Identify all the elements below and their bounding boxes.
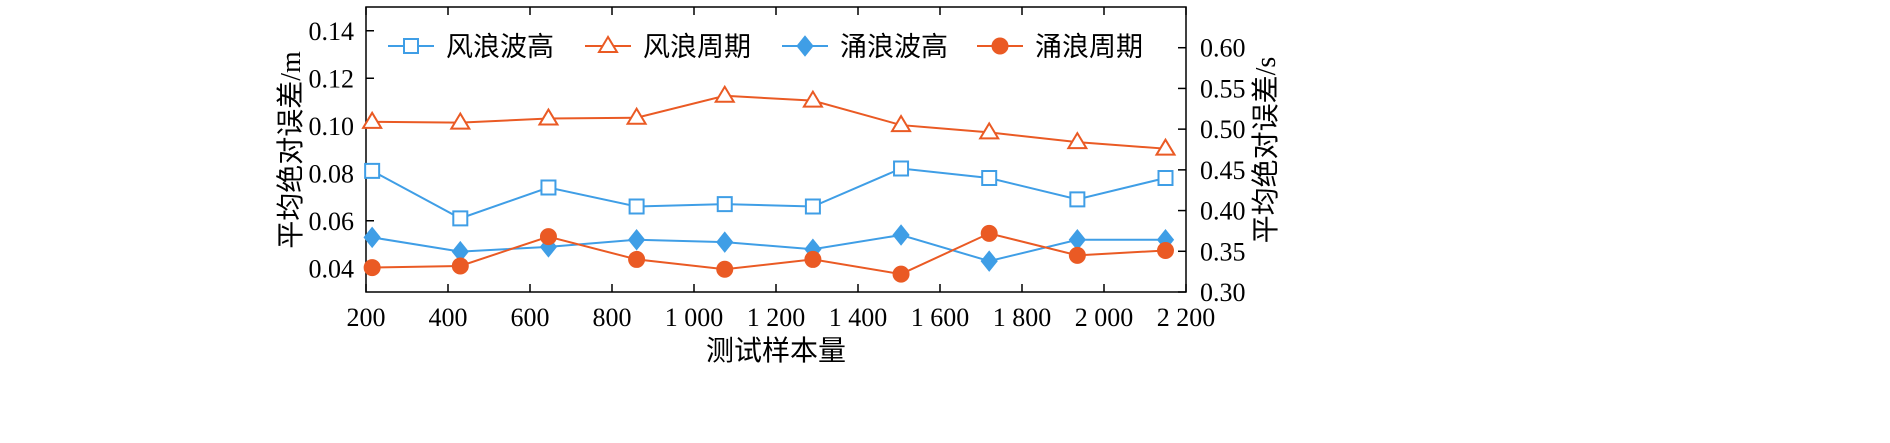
series-line [371, 167, 1166, 220]
legend-label: 风浪周期 [643, 32, 751, 62]
data-point [363, 226, 381, 249]
series-layer [361, 84, 1177, 283]
y-right-tick-label: 0.30 [1200, 278, 1246, 307]
legend-label: 风浪波高 [446, 32, 554, 62]
data-point [1068, 246, 1086, 264]
data-point [981, 170, 998, 186]
series-1 [364, 160, 1174, 227]
data-point [363, 259, 381, 277]
data-point [890, 114, 912, 133]
data-point [451, 257, 469, 275]
x-tick-label: 1 000 [665, 303, 724, 332]
data-point [716, 231, 734, 253]
data-point [892, 265, 910, 283]
legend-marker [403, 38, 419, 54]
x-tick-label: 1 400 [829, 303, 888, 332]
data-point [628, 198, 645, 215]
data-point [539, 228, 557, 246]
y-left-tick-label: 0.06 [309, 207, 355, 236]
x-tick-label: 1 800 [993, 303, 1052, 332]
data-point [627, 228, 646, 251]
data-point [893, 160, 910, 177]
data-point [1157, 170, 1174, 186]
data-point [713, 84, 736, 103]
x-tick-label: 1 600 [911, 303, 970, 332]
legend-item-4: 涌浪周期 [977, 32, 1143, 62]
legend-label: 涌浪周期 [1035, 32, 1143, 62]
x-tick-label: 200 [347, 303, 386, 332]
data-point [716, 260, 734, 278]
x-tick-label: 2 200 [1157, 303, 1216, 332]
x-axis-title: 测试样本量 [706, 335, 846, 367]
y-right-tick-label: 0.50 [1200, 115, 1246, 144]
x-tick-label: 600 [511, 303, 550, 332]
legend-marker [597, 35, 619, 53]
y-right-tick-label: 0.60 [1200, 34, 1246, 63]
y-right-tick-label: 0.45 [1200, 156, 1246, 185]
x-tick-label: 1 200 [747, 303, 806, 332]
legend-item-1: 风浪波高 [388, 32, 554, 62]
y-right-tick-label: 0.55 [1200, 74, 1246, 103]
data-point [1068, 228, 1086, 251]
legend-marker [796, 35, 814, 57]
series-line [372, 232, 1166, 276]
legend-item-3: 涌浪波高 [782, 32, 948, 62]
data-point [628, 250, 646, 268]
y-left-tick-label: 0.12 [309, 64, 355, 93]
y-right-tick-label: 0.40 [1200, 197, 1246, 226]
y-axis-right: 0.30 0.35 0.40 0.45 0.50 0.55 0.60 [1178, 34, 1246, 307]
y-left-tick-label: 0.04 [309, 254, 355, 283]
data-point [804, 250, 822, 268]
data-point [1069, 191, 1086, 208]
series-line [371, 233, 1166, 263]
y-axis-left-title: 平均绝对误差/m [275, 51, 307, 249]
data-point [980, 250, 998, 272]
x-axis: 200 400 600 800 1 000 1 200 1 400 1 600 1 800 2 0… [347, 7, 1216, 332]
series-4 [363, 224, 1174, 283]
data-point [364, 162, 381, 179]
data-point [1157, 241, 1174, 259]
legend-item-2: 风浪周期 [585, 32, 751, 62]
series-2 [361, 84, 1177, 156]
y-left-tick-label: 0.14 [309, 17, 355, 46]
data-point [1154, 137, 1177, 156]
data-point [978, 121, 1000, 140]
x-tick-label: 400 [429, 303, 468, 332]
data-point [449, 111, 472, 130]
x-tick-label: 800 [593, 303, 632, 332]
data-point [980, 224, 998, 242]
legend-label: 涌浪波高 [840, 32, 948, 62]
y-axis-left: 0.04 0.06 0.08 0.10 0.12 0.14 [309, 17, 374, 283]
x-tick-label: 2 000 [1075, 303, 1134, 332]
data-point [716, 196, 733, 213]
data-point [802, 89, 824, 108]
data-point [625, 106, 648, 125]
data-point [452, 210, 469, 227]
data-point [537, 107, 560, 126]
y-axis-right-title: 平均绝对误差/s [1250, 57, 1282, 244]
y-right-tick-label: 0.35 [1200, 237, 1246, 266]
data-point [540, 179, 557, 196]
data-point [1066, 131, 1089, 150]
y-left-tick-label: 0.08 [309, 159, 355, 188]
data-point [361, 110, 383, 129]
data-point [804, 198, 821, 215]
legend-marker [991, 37, 1009, 55]
data-point [892, 224, 910, 246]
y-left-tick-label: 0.10 [309, 112, 355, 141]
legend: 风浪波高 风浪周期 涌浪波高 涌浪周期 [388, 32, 1143, 62]
series-line [372, 94, 1166, 150]
